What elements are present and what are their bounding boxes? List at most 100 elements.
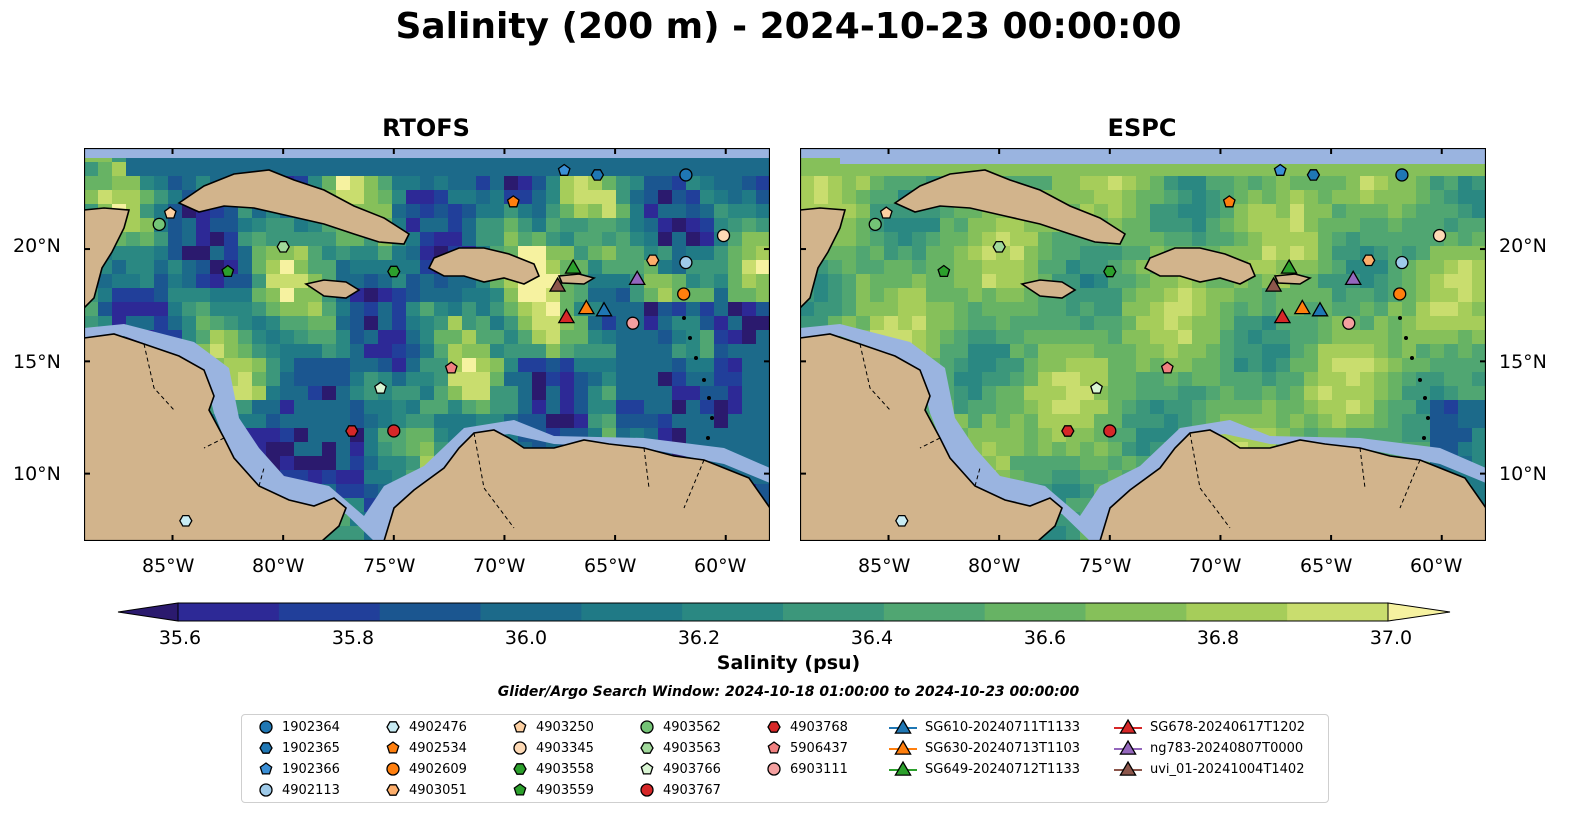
legend-label: 4903766 xyxy=(663,761,721,777)
legend-label: 5906437 xyxy=(790,740,848,756)
legend-marker-icon xyxy=(386,721,400,733)
lon-tick-label: 80°W xyxy=(252,555,305,577)
map-panel-espc xyxy=(800,148,1486,541)
legend-item: 6903111 xyxy=(764,759,848,779)
legend-item: 4903562 xyxy=(637,717,721,737)
observation-marker xyxy=(557,163,571,176)
legend-label: 4903768 xyxy=(790,719,848,735)
observation-marker xyxy=(1090,381,1103,394)
legend-label: 4903558 xyxy=(536,761,594,777)
legend-label: SG649-20240712T1133 xyxy=(925,761,1081,777)
legend-label: 1902365 xyxy=(282,740,340,756)
legend-label: uvi_01-20241004T1402 xyxy=(1150,761,1305,777)
lon-tick-label: 65°W xyxy=(584,555,637,577)
lon-tick-label: 75°W xyxy=(363,555,416,577)
observation-marker xyxy=(179,514,193,527)
observation-marker xyxy=(1160,361,1174,374)
colorbar-tick-label: 36.6 xyxy=(1023,627,1067,649)
observation-marker xyxy=(444,361,458,374)
observation-marker xyxy=(895,514,909,527)
legend-marker-icon xyxy=(513,741,527,755)
legend-marker-icon xyxy=(259,720,273,734)
legend-marker-icon xyxy=(1114,718,1142,734)
observation-marker xyxy=(1306,169,1321,181)
legend-label: 4902476 xyxy=(409,719,467,735)
colorbar-tick-label: 36.2 xyxy=(677,627,721,649)
legend-item: uvi_01-20241004T1402 xyxy=(1112,759,1304,779)
legend-item: 4903766 xyxy=(637,759,721,779)
observation-marker xyxy=(1293,299,1312,315)
observation-marker xyxy=(1432,228,1447,243)
legend-item: 4902534 xyxy=(383,738,467,758)
observation-marker xyxy=(992,240,1006,253)
legend-label: 4903559 xyxy=(536,782,594,798)
colorbar-tick-label: 35.6 xyxy=(158,627,202,649)
observation-marker xyxy=(677,287,691,301)
panel-title-espc: ESPC xyxy=(1107,114,1177,142)
legend-item: SG678-20240617T1202 xyxy=(1112,717,1305,737)
observation-marker xyxy=(628,270,646,286)
legend-marker-icon xyxy=(259,742,273,754)
legend-item: SG649-20240712T1133 xyxy=(887,759,1080,779)
observation-marker xyxy=(1344,270,1362,286)
observation-marker xyxy=(879,206,893,219)
observation-marker xyxy=(1264,276,1283,292)
lat-tick-label: 15°N xyxy=(1499,351,1547,373)
legend-label: 1902366 xyxy=(282,761,340,777)
lon-tick-label: 80°W xyxy=(968,555,1021,577)
lon-tick-label: 85°W xyxy=(142,555,195,577)
legend-item: 4903768 xyxy=(764,717,848,737)
legend-label: 4903051 xyxy=(409,782,467,798)
observation-marker xyxy=(387,424,401,438)
observation-marker xyxy=(1393,287,1407,301)
colorbar-label: Salinity (psu) xyxy=(716,652,861,674)
legend-marker-icon xyxy=(640,720,654,734)
legend-marker-icon xyxy=(513,783,527,796)
legend-marker-icon xyxy=(889,718,917,734)
legend-item: 4903767 xyxy=(637,780,721,800)
legend-item: SG630-20240713T1103 xyxy=(887,738,1080,758)
colorbar-tick-label: 36.0 xyxy=(504,627,548,649)
legend-label: 4902534 xyxy=(409,740,467,756)
legend-label: SG610-20240711T1133 xyxy=(925,719,1081,735)
legend-marker-icon xyxy=(640,742,654,754)
legend: 1902364 1902365 1902366 4902113 4902476 49025… xyxy=(241,714,1329,803)
observation-marker xyxy=(1222,195,1236,208)
legend-item: 4902609 xyxy=(383,759,467,779)
lat-tick-label: 10°N xyxy=(1499,463,1547,485)
lat-tick-label: 20°N xyxy=(13,235,61,257)
legend-marker-icon xyxy=(767,762,781,776)
legend-marker-icon xyxy=(889,760,917,776)
observation-marker xyxy=(163,206,177,219)
observation-marker xyxy=(1342,316,1356,330)
legend-label: 4903250 xyxy=(536,719,594,735)
legend-label: 4903345 xyxy=(536,740,594,756)
colorbar-tick-label: 36.8 xyxy=(1196,627,1240,649)
legend-item: 4903345 xyxy=(510,738,594,758)
observation-marker xyxy=(548,276,567,292)
observation-marker xyxy=(590,169,605,181)
legend-label: 4902609 xyxy=(409,761,467,777)
legend-label: 4903563 xyxy=(663,740,721,756)
colorbar-tick-label: 37.0 xyxy=(1369,627,1413,649)
legend-item: 4903250 xyxy=(510,717,594,737)
observation-marker xyxy=(716,228,731,243)
observation-marker xyxy=(1395,168,1409,182)
legend-marker-icon xyxy=(640,783,654,797)
lon-tick-label: 85°W xyxy=(858,555,911,577)
observation-marker xyxy=(152,217,166,232)
panel-title-rtofs: RTOFS xyxy=(382,114,470,142)
colorbar-tick-label: 35.8 xyxy=(331,627,375,649)
legend-item: 1902365 xyxy=(256,738,340,758)
colorbar-tick-label: 36.4 xyxy=(850,627,894,649)
observation-marker xyxy=(868,217,882,232)
legend-marker-icon xyxy=(386,784,400,796)
observation-marker xyxy=(1273,163,1287,176)
observation-marker xyxy=(937,264,951,278)
observation-marker xyxy=(1280,258,1298,274)
legend-label: 4902113 xyxy=(282,782,340,798)
observation-marker xyxy=(345,425,359,437)
colorbar xyxy=(117,602,1451,622)
observation-marker xyxy=(387,265,401,278)
legend-item: 4902476 xyxy=(383,717,467,737)
